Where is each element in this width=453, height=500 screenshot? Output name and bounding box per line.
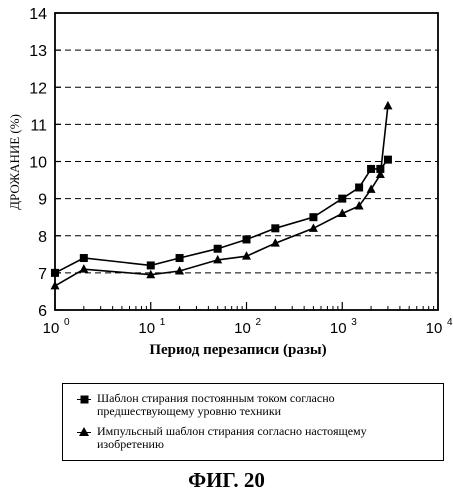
triangle-marker xyxy=(309,223,318,232)
x-axis-ticks: 10 0 10 1 10 2 10 3 10 4 xyxy=(43,302,453,337)
square-marker xyxy=(80,254,88,262)
x-tick-label-exponent: 0 xyxy=(64,317,70,328)
legend-label-series-1: Шаблон стирания постоянным током согласн… xyxy=(97,392,427,418)
x-tick-label-exponent: 4 xyxy=(447,317,453,328)
square-marker-icon xyxy=(80,395,89,404)
square-marker xyxy=(51,269,59,277)
square-marker xyxy=(338,195,346,203)
y-tick-label: 11 xyxy=(30,117,47,134)
y-tick-label: 8 xyxy=(38,229,47,246)
triangle-marker xyxy=(79,264,88,273)
series-line-2 xyxy=(55,106,388,286)
square-marker xyxy=(367,165,375,173)
triangle-marker xyxy=(383,101,392,110)
x-tick-label: 10 xyxy=(43,320,60,337)
y-tick-label: 10 xyxy=(29,155,47,172)
square-marker xyxy=(243,235,251,243)
triangle-marker-icon xyxy=(79,427,89,436)
x-tick-label: 10 xyxy=(330,320,347,337)
y-tick-label: 14 xyxy=(29,6,47,23)
legend: Шаблон стирания постоянным током согласн… xyxy=(62,383,444,461)
x-tick-label: 10 xyxy=(234,320,251,337)
square-marker xyxy=(176,254,184,262)
y-tick-label: 7 xyxy=(38,266,47,283)
series-layer xyxy=(51,101,393,290)
square-marker xyxy=(384,156,392,164)
y-tick-label: 13 xyxy=(29,43,47,60)
y-tick-label: 9 xyxy=(38,192,47,209)
square-marker xyxy=(271,224,279,232)
y-tick-label: 6 xyxy=(38,303,47,320)
square-marker xyxy=(309,213,317,221)
jitter-chart: 6 7 8 9 10 11 12 13 14 10 0 10 1 10 2 10 3 10 4 ДРОЖАНИЕ … xyxy=(0,0,453,380)
x-tick-label: 10 xyxy=(426,320,443,337)
triangle-marker xyxy=(51,281,60,290)
square-marker xyxy=(355,183,363,191)
legend-label-series-2: Импульсный шаблон стирания согласно наст… xyxy=(97,425,397,451)
y-axis-label: ДРОЖАНИЕ (%) xyxy=(7,114,22,210)
x-tick-label-exponent: 2 xyxy=(256,317,262,328)
square-marker xyxy=(147,261,155,269)
figure-caption: ФИГ. 20 xyxy=(0,468,453,493)
square-marker xyxy=(214,245,222,253)
x-axis-label: Период перезаписи (разы) xyxy=(149,342,326,358)
x-tick-label-exponent: 1 xyxy=(160,317,166,328)
y-tick-label: 12 xyxy=(29,80,47,97)
x-tick-label-exponent: 3 xyxy=(351,317,357,328)
x-tick-label: 10 xyxy=(138,320,155,337)
